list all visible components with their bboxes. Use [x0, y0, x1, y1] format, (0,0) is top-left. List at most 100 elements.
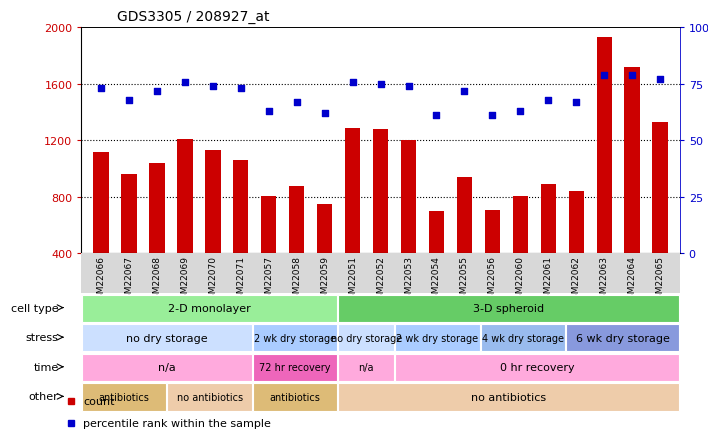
Point: [347, 79, 358, 86]
Text: GSM22057: GSM22057: [264, 256, 273, 305]
Text: cell type: cell type: [11, 303, 59, 313]
Text: GSM22061: GSM22061: [544, 256, 553, 305]
Text: GSM22054: GSM22054: [432, 256, 441, 305]
Bar: [338, 384, 679, 411]
Text: GSM22069: GSM22069: [181, 256, 189, 305]
Point: [123, 97, 135, 104]
Point: [375, 81, 387, 88]
Point: [571, 99, 582, 106]
Point: [598, 72, 610, 79]
Text: 3-D spheroid: 3-D spheroid: [473, 303, 544, 313]
Point: [152, 88, 163, 95]
Bar: [485, 210, 500, 310]
Text: antibiotics: antibiotics: [270, 392, 321, 402]
Text: no antibiotics: no antibiotics: [472, 392, 547, 402]
Bar: [168, 384, 252, 411]
Bar: [395, 354, 679, 381]
Bar: [121, 175, 137, 310]
Text: GSM22060: GSM22060: [516, 256, 525, 305]
Point: [263, 108, 275, 115]
Bar: [82, 354, 252, 381]
Bar: [373, 130, 388, 310]
Bar: [597, 38, 612, 310]
Text: GDS3305 / 208927_at: GDS3305 / 208927_at: [117, 10, 269, 24]
Bar: [253, 354, 337, 381]
Bar: [338, 295, 679, 322]
Bar: [82, 384, 166, 411]
Point: [515, 108, 526, 115]
Point: [486, 113, 498, 120]
Point: [459, 88, 470, 95]
Point: [319, 111, 331, 118]
Text: GSM22065: GSM22065: [656, 256, 665, 305]
Text: n/a: n/a: [158, 362, 176, 372]
Bar: [513, 196, 528, 310]
Bar: [566, 325, 679, 352]
Text: GSM22071: GSM22071: [236, 256, 245, 305]
Bar: [253, 384, 337, 411]
Text: count: count: [84, 396, 115, 406]
Text: n/a: n/a: [358, 362, 374, 372]
Bar: [481, 325, 565, 352]
Bar: [395, 325, 480, 352]
Point: [207, 83, 219, 90]
Bar: [253, 325, 337, 352]
Bar: [93, 152, 108, 310]
Text: GSM22066: GSM22066: [96, 256, 105, 305]
Text: other: other: [29, 391, 59, 401]
Bar: [205, 151, 220, 310]
Bar: [82, 295, 337, 322]
Point: [654, 77, 666, 84]
Bar: [569, 192, 584, 310]
Point: [627, 72, 638, 79]
Text: 72 hr recovery: 72 hr recovery: [259, 362, 331, 372]
Text: percentile rank within the sample: percentile rank within the sample: [84, 418, 271, 428]
Bar: [541, 185, 556, 310]
Bar: [177, 140, 193, 310]
Text: antibiotics: antibiotics: [98, 392, 149, 402]
Text: no dry storage: no dry storage: [126, 333, 207, 343]
Point: [96, 85, 107, 92]
Point: [291, 99, 302, 106]
Text: time: time: [33, 362, 59, 372]
Bar: [261, 196, 276, 310]
Text: 2 wk dry storage: 2 wk dry storage: [396, 333, 479, 343]
Bar: [345, 128, 360, 310]
Text: GSM22052: GSM22052: [376, 256, 385, 305]
Text: GSM22068: GSM22068: [152, 256, 161, 305]
Text: GSM22067: GSM22067: [125, 256, 133, 305]
Text: 6 wk dry storage: 6 wk dry storage: [576, 333, 670, 343]
Text: GSM22062: GSM22062: [572, 256, 581, 305]
Bar: [338, 354, 394, 381]
Bar: [624, 68, 640, 310]
Text: GSM22056: GSM22056: [488, 256, 497, 305]
Point: [542, 97, 554, 104]
Bar: [149, 164, 164, 310]
Bar: [289, 186, 304, 310]
Bar: [457, 178, 472, 310]
Point: [235, 85, 246, 92]
Text: GSM22059: GSM22059: [320, 256, 329, 305]
Text: GSM22064: GSM22064: [628, 256, 636, 305]
Text: GSM22051: GSM22051: [348, 256, 357, 305]
Text: 4 wk dry storage: 4 wk dry storage: [482, 333, 564, 343]
Text: 2-D monolayer: 2-D monolayer: [169, 303, 251, 313]
Bar: [401, 141, 416, 310]
Bar: [338, 325, 394, 352]
Text: 2 wk dry storage: 2 wk dry storage: [254, 333, 336, 343]
Text: 0 hr recovery: 0 hr recovery: [500, 362, 575, 372]
Text: GSM22055: GSM22055: [460, 256, 469, 305]
Bar: [429, 211, 444, 310]
Bar: [317, 204, 332, 310]
Text: GSM22058: GSM22058: [292, 256, 301, 305]
Text: GSM22053: GSM22053: [404, 256, 413, 305]
Point: [403, 83, 414, 90]
Bar: [233, 161, 249, 310]
Point: [179, 79, 190, 86]
Text: no dry storage: no dry storage: [331, 333, 402, 343]
Text: stress: stress: [25, 332, 59, 342]
Bar: [653, 123, 668, 310]
Bar: [82, 325, 252, 352]
Point: [430, 113, 442, 120]
Text: no antibiotics: no antibiotics: [176, 392, 243, 402]
